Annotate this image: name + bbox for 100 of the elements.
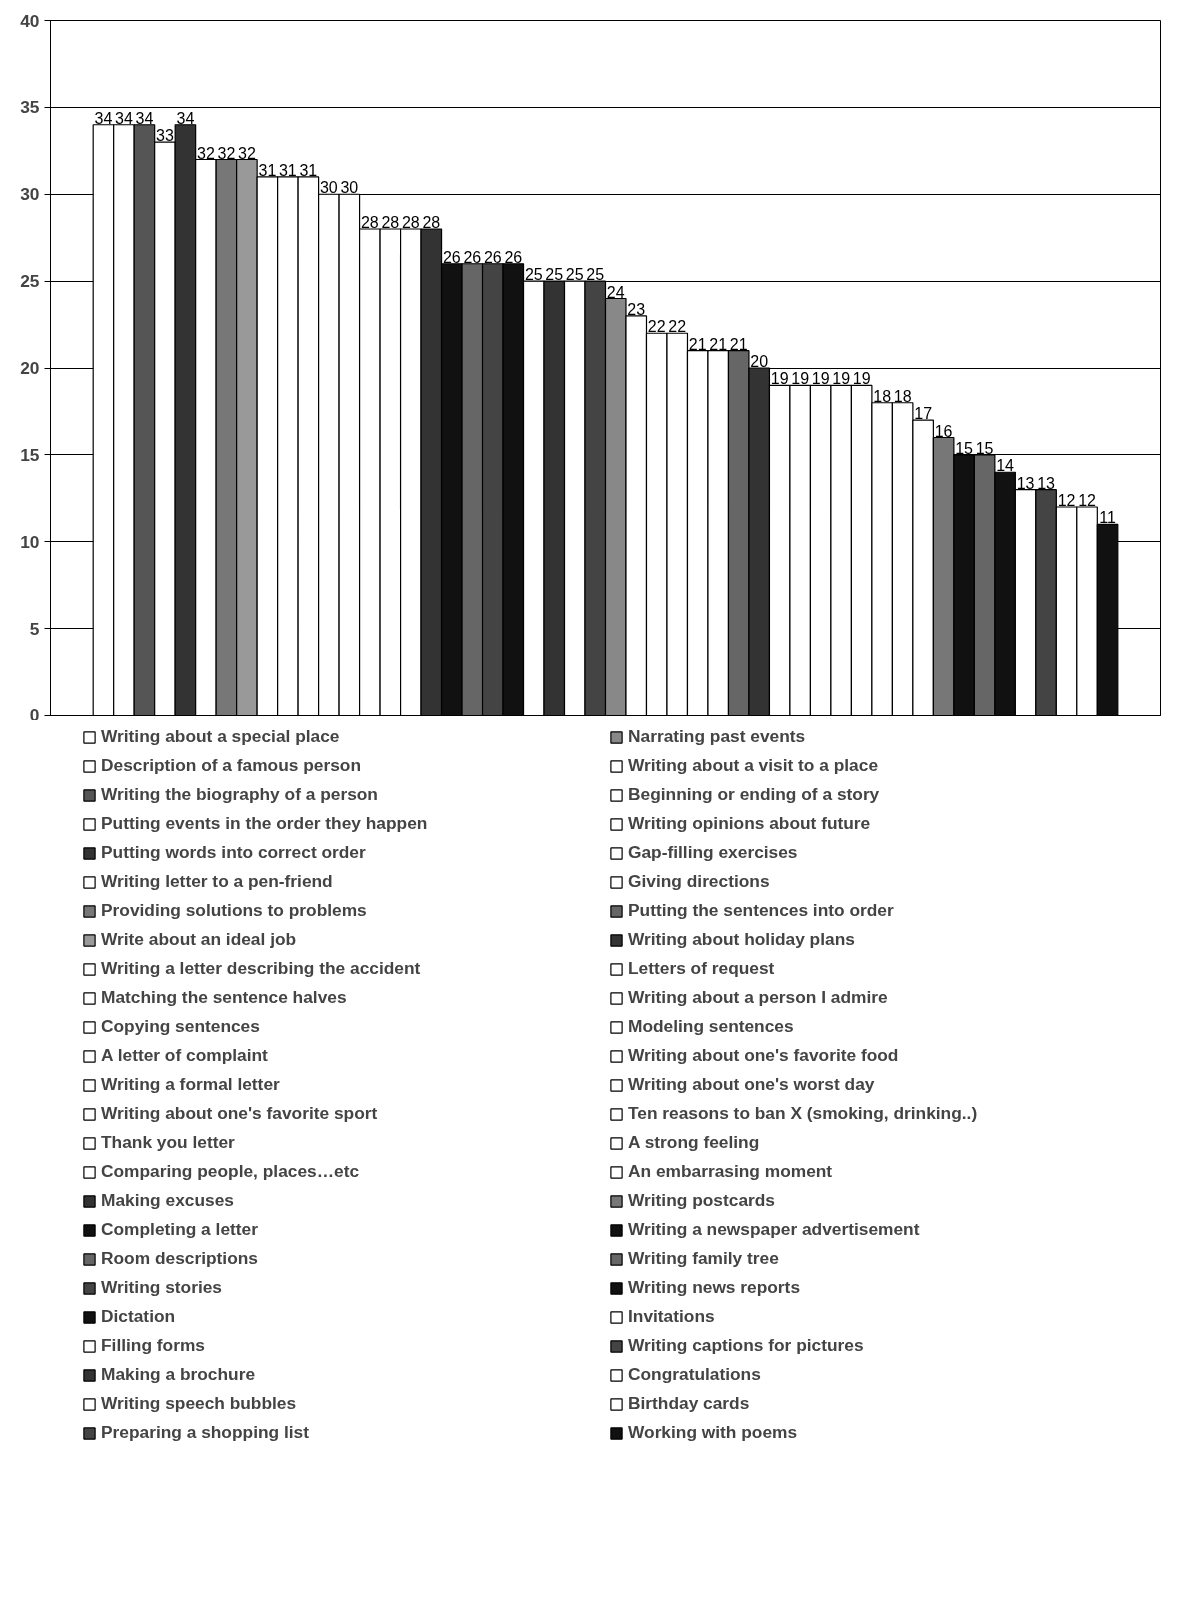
data-label: 30: [319, 179, 338, 197]
legend-label: Congratulations: [628, 1364, 762, 1385]
legend-label: Providing solutions to problems: [101, 900, 368, 921]
legend-label: Beginning or ending of a story: [628, 784, 881, 805]
data-label: 19: [770, 370, 789, 388]
data-label: 13: [1016, 474, 1035, 492]
legend-label: Write about an ideal job: [101, 929, 298, 950]
data-label: 26: [442, 248, 461, 266]
data-label: 23: [627, 300, 646, 318]
legend-label: Letters of request: [628, 958, 776, 979]
legend-label: Putting the sentences into order: [628, 900, 895, 921]
legend-label: Writing speech bubbles: [101, 1393, 298, 1414]
data-label: 34: [94, 109, 113, 127]
legend-label: Writing about one's worst day: [628, 1074, 876, 1095]
data-label: 31: [278, 161, 297, 179]
data-label: 32: [217, 144, 236, 162]
legend-label: A strong feeling: [628, 1132, 761, 1153]
data-label: 21: [709, 335, 728, 353]
data-label: 16: [934, 422, 953, 440]
legend-label: Writing about one's favorite sport: [101, 1103, 379, 1124]
data-label: 18: [873, 387, 892, 405]
data-label: 30: [340, 179, 359, 197]
data-label: 25: [565, 266, 584, 284]
legend-label: Writing about a special place: [101, 726, 341, 747]
legend-label: Writing the biography of a person: [101, 784, 379, 805]
legend-label: Making excuses: [101, 1190, 235, 1211]
data-label: 34: [176, 109, 195, 127]
data-label: 24: [606, 283, 625, 301]
legend-label: Writing captions for pictures: [628, 1335, 865, 1356]
legend-label: Ten reasons to ban X (smoking, drinking..): [628, 1103, 979, 1124]
legend-label: Modeling sentences: [628, 1016, 795, 1037]
data-label: 13: [1037, 474, 1056, 492]
legend-label: Preparing a shopping list: [101, 1422, 310, 1443]
legend-label: Birthday cards: [628, 1393, 751, 1414]
data-label: 26: [504, 248, 523, 266]
legend-label: Description of a famous person: [101, 755, 362, 776]
y-tick-label: 0: [29, 704, 40, 725]
y-tick-label: 40: [20, 10, 40, 31]
legend-label: Writing stories: [101, 1277, 223, 1298]
legend-label: Working with poems: [628, 1422, 799, 1443]
legend-label: Writing news reports: [628, 1277, 802, 1298]
data-label: 22: [668, 318, 687, 336]
legend-label: Writing a formal letter: [101, 1074, 281, 1095]
data-label: 22: [647, 318, 666, 336]
legend-label: Room descriptions: [101, 1248, 259, 1269]
legend-label: Dictation: [101, 1306, 177, 1327]
data-label: 19: [832, 370, 851, 388]
legend-label: Writing about a person I admire: [628, 987, 889, 1008]
data-label: 33: [156, 127, 174, 145]
data-label: 19: [791, 370, 810, 388]
legend-label: Making a brochure: [101, 1364, 257, 1385]
y-tick-label: 25: [20, 271, 40, 292]
legend-label: A letter of complaint: [101, 1045, 269, 1066]
legend-label: Writing about one's favorite food: [628, 1045, 900, 1066]
data-label: 26: [463, 248, 482, 266]
data-label: 17: [914, 405, 933, 423]
legend-label: Matching the sentence halves: [101, 987, 348, 1008]
y-tick-label: 35: [20, 97, 40, 118]
data-label: 34: [115, 109, 133, 127]
legend-label: Writing postcards: [628, 1190, 776, 1211]
y-tick-label: 5: [29, 618, 40, 639]
data-label: 18: [893, 387, 912, 405]
legend-label: Filling forms: [101, 1335, 206, 1356]
data-label: 11: [1099, 509, 1116, 527]
legend-label: Writing about holiday plans: [628, 929, 856, 950]
data-label: 19: [852, 370, 871, 388]
data-label: 25: [586, 266, 605, 284]
data-label: 31: [258, 161, 277, 179]
data-label: 25: [545, 266, 564, 284]
data-label: 32: [237, 144, 256, 162]
y-tick-label: 20: [20, 358, 40, 378]
y-tick-label: 15: [20, 444, 40, 465]
legend-label: Writing family tree: [628, 1248, 780, 1269]
data-label: 28: [381, 214, 400, 231]
legend-label: Writing a letter describing the accident: [101, 958, 422, 979]
legend-label: Putting events in the order they happen: [101, 813, 429, 834]
y-tick-label: 30: [20, 184, 40, 205]
data-label: 14: [996, 457, 1015, 475]
data-label: 20: [750, 353, 769, 370]
data-label: 26: [483, 248, 502, 266]
legend-label: Writing letter to a pen-friend: [101, 871, 334, 892]
data-label: 28: [360, 214, 379, 231]
legend-label: Thank you letter: [101, 1132, 236, 1153]
legend-label: Comparing people, places…etc: [101, 1161, 361, 1182]
data-label: 21: [729, 335, 748, 353]
data-label: 31: [299, 161, 318, 179]
data-label: 15: [975, 439, 994, 457]
data-label: 12: [1057, 492, 1076, 509]
y-tick-label: 10: [20, 531, 40, 552]
data-label: 25: [524, 266, 543, 284]
data-label: 15: [955, 439, 974, 457]
data-label: 12: [1078, 492, 1097, 509]
legend-label: Copying sentences: [101, 1016, 261, 1037]
data-label: 21: [688, 335, 707, 353]
data-label: 28: [422, 214, 441, 231]
data-label: 28: [401, 214, 420, 231]
legend-label: Invitations: [628, 1306, 716, 1327]
legend-label: Gap-filling exercises: [628, 842, 799, 863]
legend-label: Writing a newspaper advertisement: [628, 1219, 921, 1240]
data-label: 32: [197, 144, 215, 162]
